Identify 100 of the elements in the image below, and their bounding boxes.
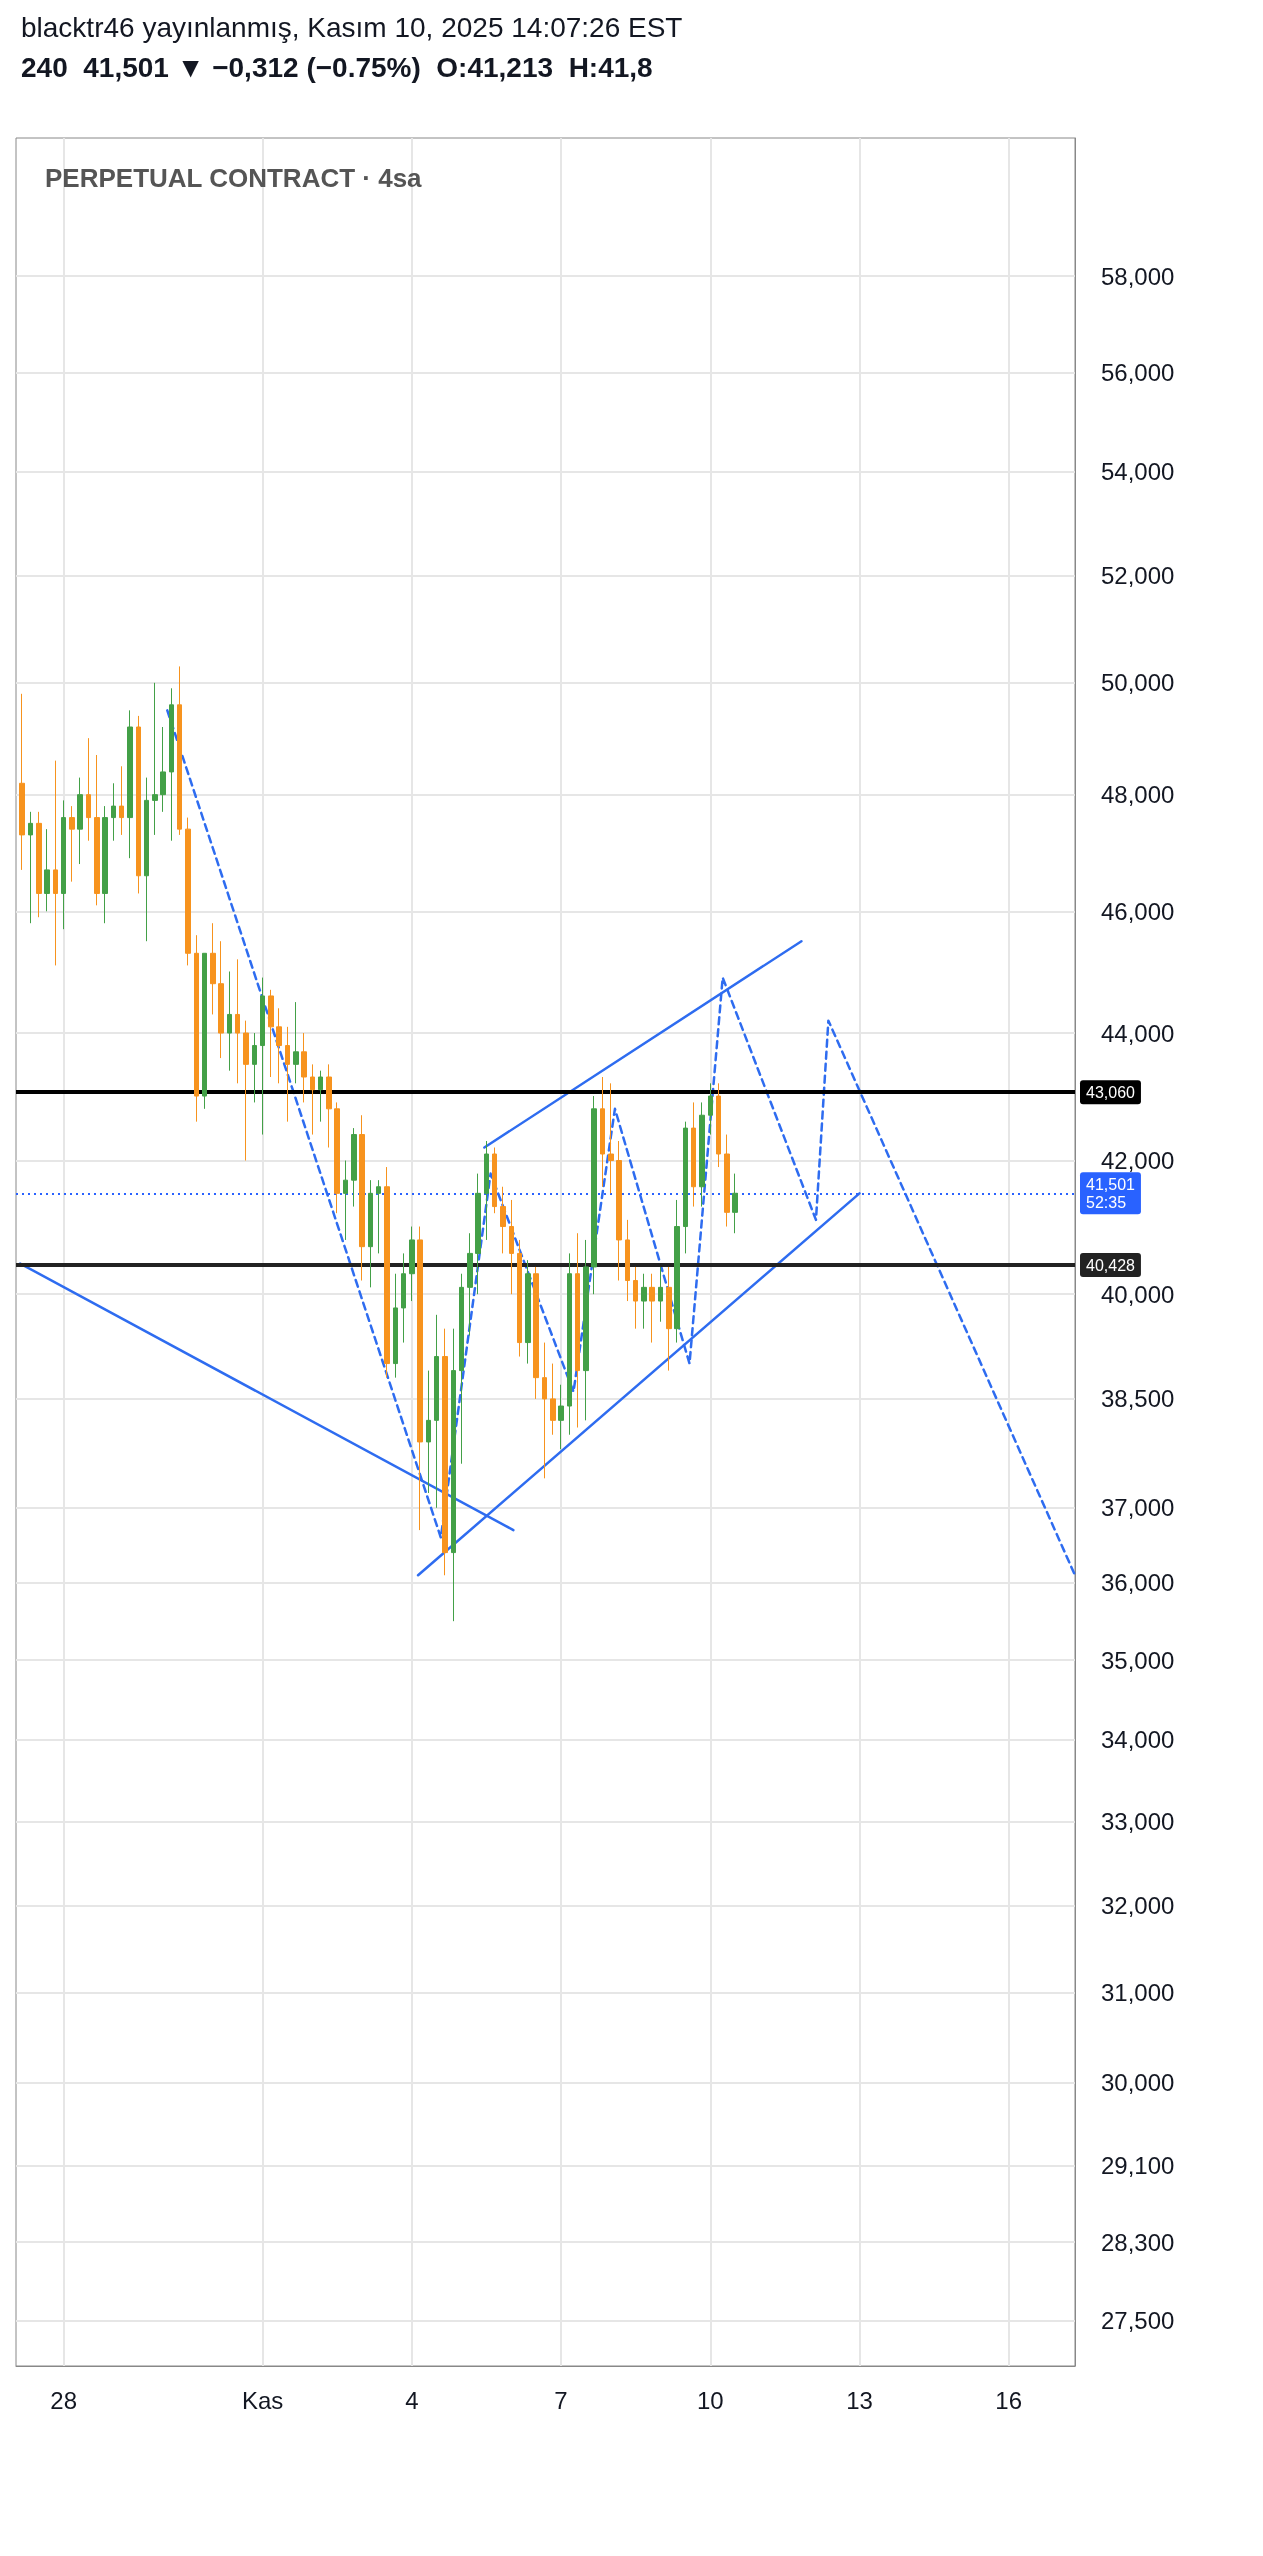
candlestick [334, 1101, 340, 1214]
candlestick [351, 1127, 357, 1208]
candlestick [119, 765, 124, 836]
candlestick [649, 1273, 655, 1344]
candlestick [152, 682, 158, 836]
candlestick [434, 1314, 439, 1509]
y-tick-label: 42,000 [1101, 1147, 1175, 1175]
candlestick [19, 693, 25, 871]
candlestick [533, 1266, 539, 1400]
y-tick-label: 48,000 [1101, 781, 1175, 809]
candlestick [683, 1121, 688, 1254]
candlestick [28, 811, 33, 924]
y-tick-label: 44,000 [1101, 1019, 1175, 1047]
y-tick-label: 28,300 [1101, 2228, 1175, 2256]
candlestick [127, 709, 133, 859]
candlestick [558, 1384, 564, 1450]
text: PERPETUAL CONTRACT · 4sa [45, 163, 423, 193]
candlestick [699, 1101, 705, 1208]
y-tick-label: 35,000 [1101, 1646, 1175, 1674]
candlestick [616, 1140, 622, 1282]
y-tick-label: 40,000 [1101, 1280, 1175, 1308]
candlestick [732, 1173, 738, 1234]
candlestick [243, 1020, 249, 1162]
ref-line-label: 43,060 [1086, 1083, 1136, 1101]
candlestick [210, 922, 216, 1015]
candlestick [218, 940, 224, 1059]
candlestick [260, 977, 265, 1136]
candlestick [359, 1114, 365, 1282]
candlestick [417, 1226, 423, 1531]
candlestick [608, 1082, 614, 1194]
candlestick [401, 1252, 406, 1344]
candlestick [442, 1328, 448, 1576]
candlestick [36, 811, 42, 918]
candlestick [600, 1076, 605, 1188]
candlestick [44, 828, 50, 912]
y-tick-label: 50,000 [1101, 669, 1175, 697]
candlestick [293, 1001, 299, 1084]
candlestick [61, 799, 66, 930]
candlestick [111, 782, 116, 842]
candlestick [467, 1232, 473, 1337]
y-tick-label: 38,500 [1101, 1385, 1175, 1413]
y-tick-label: 58,000 [1101, 262, 1175, 290]
candlestick [509, 1199, 514, 1295]
text: 240 41,501 ▼ −0,312 (−0.75%) O:41,213 H:41,8 [21, 51, 653, 83]
candlestick [500, 1186, 506, 1254]
candlestick [169, 687, 174, 842]
candlestick [542, 1342, 547, 1479]
candlestick [591, 1095, 597, 1295]
candlestick [276, 1007, 282, 1084]
candlestick [409, 1226, 415, 1302]
y-tick-label: 30,000 [1101, 2068, 1175, 2096]
y-tick-label: 32,000 [1101, 1892, 1175, 1920]
ref-line-label: 41,501 52:35 [1086, 1175, 1136, 1211]
text: blacktr46 yayınlanmış, Kasım 10, 2025 14:07:26 EST [21, 11, 683, 43]
candlestick [625, 1219, 630, 1302]
candlestick [318, 1070, 323, 1123]
candlestick [77, 777, 83, 865]
candlestick [102, 805, 108, 924]
candlestick [252, 1032, 257, 1103]
candlestick [227, 970, 232, 1072]
y-tick-label: 34,000 [1101, 1725, 1175, 1753]
candlestick [368, 1179, 373, 1288]
candlestick [376, 1179, 381, 1254]
candlestick [69, 805, 75, 883]
candlestick [285, 1026, 290, 1123]
candlestick [185, 817, 191, 966]
candlestick [451, 1328, 456, 1622]
y-tick-label: 56,000 [1101, 358, 1175, 386]
candlestick [384, 1166, 390, 1379]
x-tick-label: 13 [846, 2386, 873, 2414]
candlestick [53, 760, 58, 966]
candlestick [583, 1239, 589, 1421]
candlestick [136, 715, 141, 894]
x-tick-label: 7 [554, 2386, 568, 2414]
x-tick-label: 4 [405, 2386, 419, 2414]
x-tick-label: Kas [241, 2386, 284, 2414]
candlestick [326, 1063, 332, 1148]
candlestick [310, 1063, 315, 1136]
y-tick-label: 52,000 [1101, 561, 1175, 589]
y-tick-label: 36,000 [1101, 1569, 1175, 1597]
candlestick [393, 1273, 398, 1379]
y-tick-label: 33,000 [1101, 1807, 1175, 1835]
candlestick [691, 1101, 696, 1208]
ref-line-label: 40,428 [1086, 1256, 1136, 1274]
candlestick [268, 989, 274, 1078]
candlestick [641, 1273, 647, 1330]
candlestick [575, 1232, 580, 1429]
candlestick [633, 1266, 638, 1330]
candlestick [716, 1082, 721, 1168]
candlestick [144, 777, 149, 942]
candlestick [724, 1134, 730, 1228]
candlestick [459, 1273, 464, 1465]
candlestick [674, 1199, 680, 1344]
candlestick [708, 1082, 713, 1136]
candlestick [426, 1370, 431, 1494]
x-tick-label: 28 [50, 2386, 78, 2414]
y-tick-label: 31,000 [1101, 1979, 1175, 2007]
candlestick [301, 1032, 307, 1103]
y-tick-label: 46,000 [1101, 897, 1175, 925]
candlestick [94, 754, 100, 906]
